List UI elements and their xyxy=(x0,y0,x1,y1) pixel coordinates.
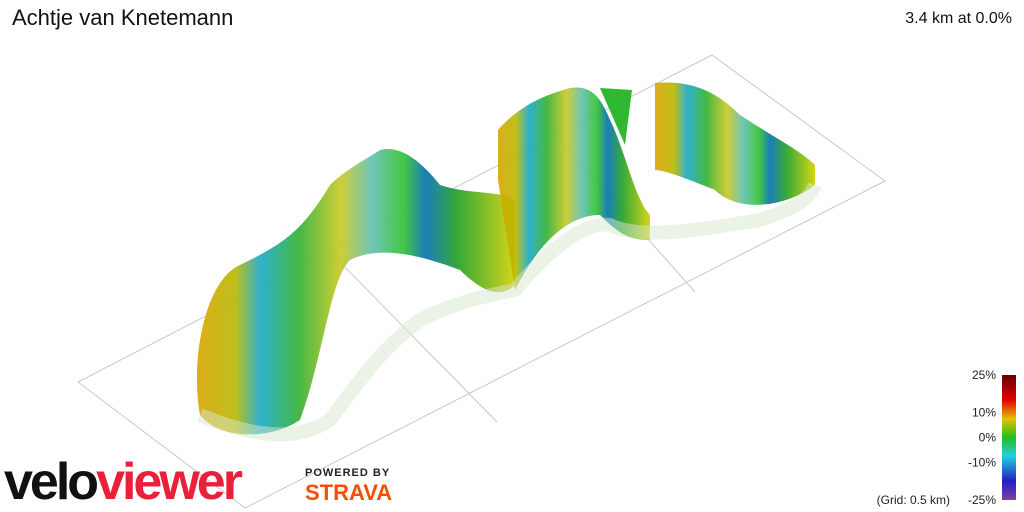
legend-tick-label: 10% xyxy=(972,406,996,420)
strava-logo: STRAVA xyxy=(305,480,392,505)
legend-ticks: 25% 10% 0% -10% -25% xyxy=(968,368,996,507)
legend-tick-label: -10% xyxy=(968,456,996,470)
logo-part: velo xyxy=(4,453,97,511)
legend-tick-label: -25% xyxy=(968,493,996,507)
powered-by: POWERED BY xyxy=(305,467,390,479)
legend-tick-label: 25% xyxy=(972,368,996,382)
grid-note: (Grid: 0.5 km) xyxy=(877,493,950,507)
color-scale xyxy=(1002,375,1016,500)
summary: 3.4 km at 0.0% xyxy=(905,10,1012,27)
route-ribbon xyxy=(196,82,822,442)
logo-part: viewer xyxy=(96,453,243,511)
legend-tick-label: 0% xyxy=(979,431,997,445)
logo: veloviewer xyxy=(4,453,243,511)
title: Achtje van Knetemann xyxy=(12,5,233,30)
